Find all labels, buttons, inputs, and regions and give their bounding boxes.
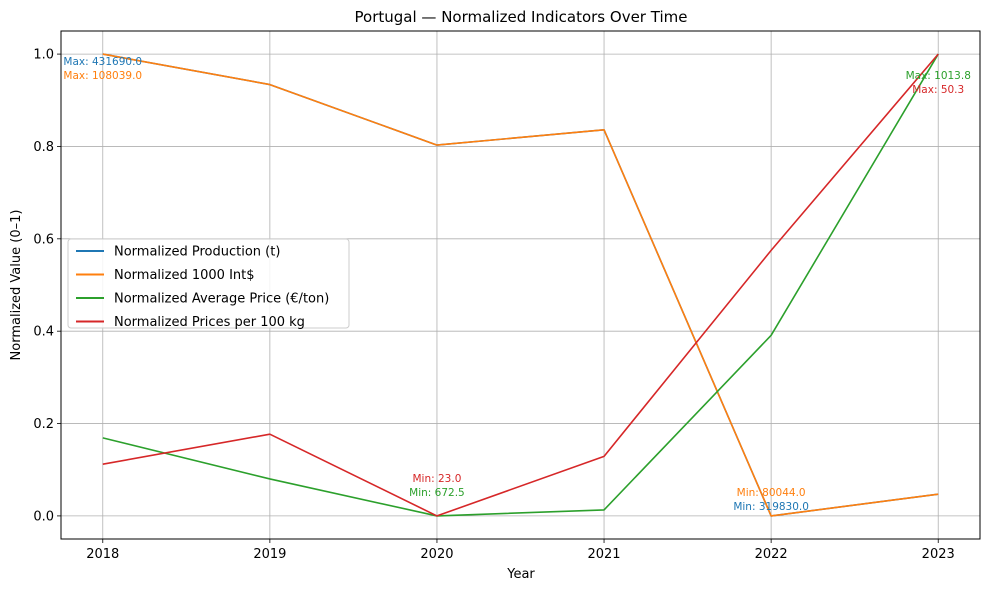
- x-tick-label: 2020: [420, 547, 453, 562]
- legend-label: Normalized Average Price (€/ton): [114, 292, 329, 307]
- chart-title: Portugal — Normalized Indicators Over Ti…: [355, 8, 688, 26]
- y-tick-label: 1.0: [33, 48, 54, 63]
- y-tick-label: 0.6: [33, 232, 54, 247]
- x-tick-label: 2019: [253, 547, 286, 562]
- annotation-label: Min: 319830.0: [733, 501, 809, 513]
- annotation-label: Max: 50.3: [912, 84, 964, 96]
- x-axis-title: Year: [506, 567, 535, 582]
- annotations: Max: 431690.0 Max: 108039.0 Min: 23.0 Min: …: [63, 56, 970, 513]
- y-tick-label: 0.0: [33, 509, 54, 524]
- series-line-2: [102, 53, 939, 517]
- legend-label: Normalized 1000 Int$: [114, 268, 255, 283]
- series-lines: [102, 53, 939, 517]
- annotation-label: Max: 108039.0: [63, 70, 142, 82]
- annotation-label: Max: 1013.8: [906, 70, 971, 82]
- plot-frame: [60, 30, 981, 540]
- grid-lines: [61, 31, 980, 539]
- x-tick-label: 2023: [922, 547, 955, 562]
- x-tick-label: 2018: [86, 547, 119, 562]
- y-axis-title: Normalized Value (0–1): [9, 210, 24, 361]
- x-axis: 2018 2019 2020 2021 2022 2023: [86, 539, 955, 562]
- y-tick-label: 0.8: [33, 140, 54, 155]
- legend: Normalized Production (t) Normalized 1000…: [67, 238, 350, 330]
- legend-label: Normalized Prices per 100 kg: [114, 315, 305, 330]
- x-tick-label: 2022: [755, 547, 788, 562]
- y-tick-label: 0.2: [33, 417, 54, 432]
- series-line-3: [102, 53, 939, 517]
- y-tick-label: 0.4: [33, 325, 54, 340]
- y-axis: 0.0 0.2 0.4 0.6 0.8 1.0: [33, 48, 61, 524]
- annotation-label: Min: 23.0: [413, 473, 462, 485]
- annotation-label: Min: 80044.0: [737, 487, 806, 499]
- series-line-4: [102, 53, 939, 517]
- annotation-label: Max: 431690.0: [63, 56, 142, 68]
- annotation-label: Min: 672.5: [409, 487, 465, 499]
- legend-label: Normalized Production (t): [114, 245, 280, 260]
- x-tick-label: 2021: [587, 547, 620, 562]
- legend-box: [67, 238, 350, 329]
